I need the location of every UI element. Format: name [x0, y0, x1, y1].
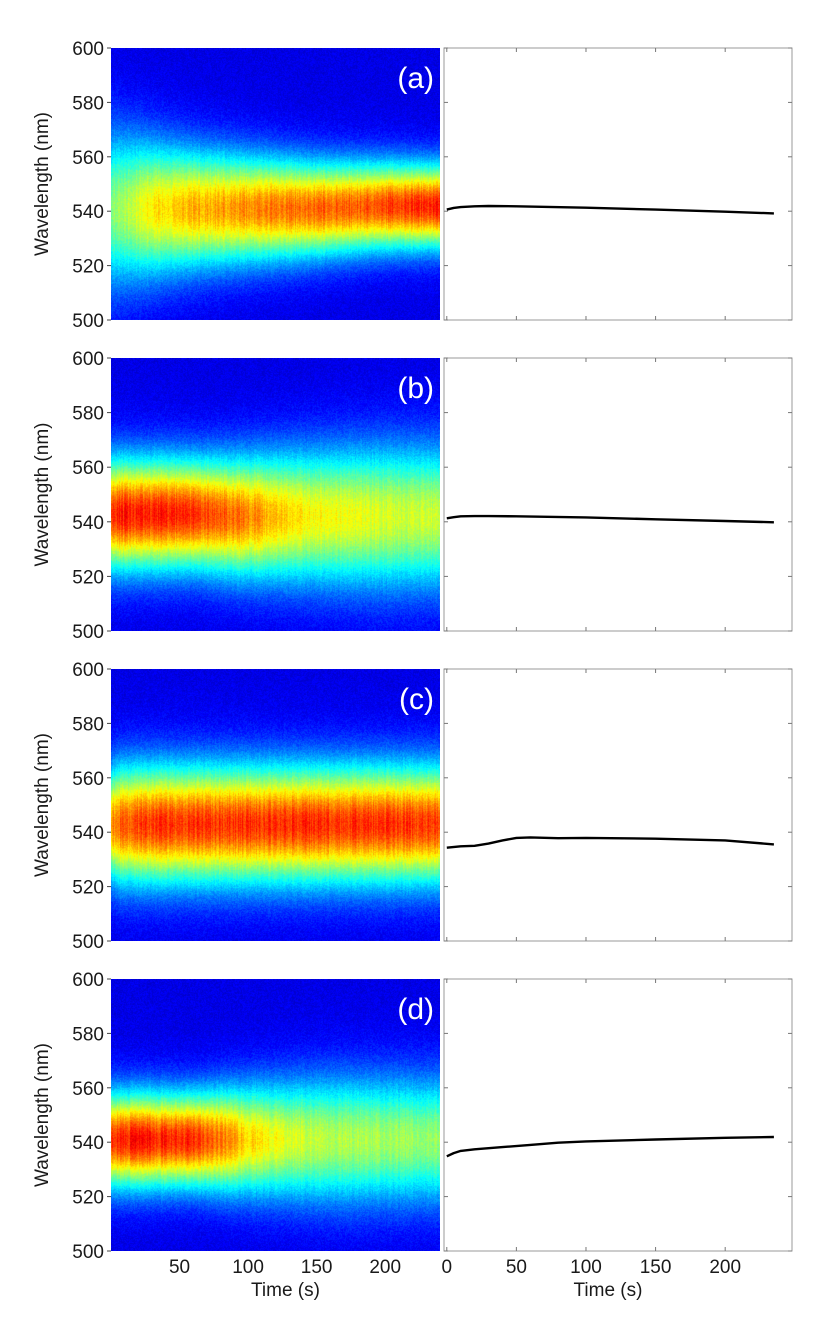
heatmap-image	[111, 979, 440, 1251]
y-axis-title: Wavelength (nm)	[32, 423, 53, 567]
plot-frame	[443, 978, 793, 1252]
y-axis-title: Wavelength (nm)	[32, 112, 53, 256]
x-tick-label: 200	[369, 1257, 401, 1278]
x-tick-label: 100	[232, 1257, 264, 1278]
y-tick-label: 560	[72, 148, 104, 169]
x-tick-label: 50	[506, 1257, 527, 1278]
x-tick-label: 150	[640, 1257, 672, 1278]
y-tick-label: 540	[72, 202, 104, 223]
y-tick-label: 600	[72, 39, 104, 60]
y-tick-label: 500	[72, 622, 104, 643]
y-tick-label: 600	[72, 660, 104, 681]
y-tick-label: 580	[72, 404, 104, 425]
series-line	[446, 514, 774, 524]
x-axis-title: Time (s)	[574, 1280, 643, 1301]
y-tick-label: 540	[72, 1133, 104, 1154]
x-tick-label: 50	[169, 1257, 190, 1278]
y-tick-label: 560	[72, 769, 104, 790]
y-tick-label: 500	[72, 1242, 104, 1263]
y-tick-label: 500	[72, 311, 104, 332]
y-tick-label: 520	[72, 567, 104, 588]
series-line	[446, 204, 774, 215]
y-tick-label: 580	[72, 1024, 104, 1045]
heatmap-image	[111, 669, 440, 941]
x-tick-label: 100	[570, 1257, 602, 1278]
y-tick-label: 520	[72, 878, 104, 899]
y-tick-label: 560	[72, 458, 104, 479]
x-tick-label: 150	[301, 1257, 333, 1278]
series-line	[446, 1135, 774, 1158]
plot-frame	[443, 357, 793, 632]
plot-frame	[443, 47, 793, 321]
x-tick-label: 0	[441, 1257, 452, 1278]
y-axis-title: Wavelength (nm)	[32, 733, 53, 877]
plot-frame	[443, 668, 793, 942]
heatmap-image	[111, 48, 440, 320]
y-tick-label: 600	[72, 349, 104, 370]
y-tick-label: 580	[72, 714, 104, 735]
x-tick-label: 200	[709, 1257, 741, 1278]
panel-label: (d)	[397, 993, 434, 1026]
series-line	[446, 836, 774, 849]
y-tick-label: 520	[72, 257, 104, 278]
y-tick-label: 600	[72, 970, 104, 991]
y-tick-label: 540	[72, 823, 104, 844]
y-tick-label: 580	[72, 93, 104, 114]
x-axis-title: Time (s)	[251, 1280, 320, 1301]
panel-label: (c)	[399, 683, 434, 716]
y-tick-label: 540	[72, 513, 104, 534]
heatmap-image	[111, 358, 440, 631]
panel-label: (a)	[397, 62, 434, 95]
y-tick-label: 560	[72, 1079, 104, 1100]
y-tick-label: 500	[72, 932, 104, 953]
y-tick-label: 520	[72, 1188, 104, 1209]
y-axis-title: Wavelength (nm)	[32, 1043, 53, 1187]
panel-label: (b)	[397, 372, 434, 405]
